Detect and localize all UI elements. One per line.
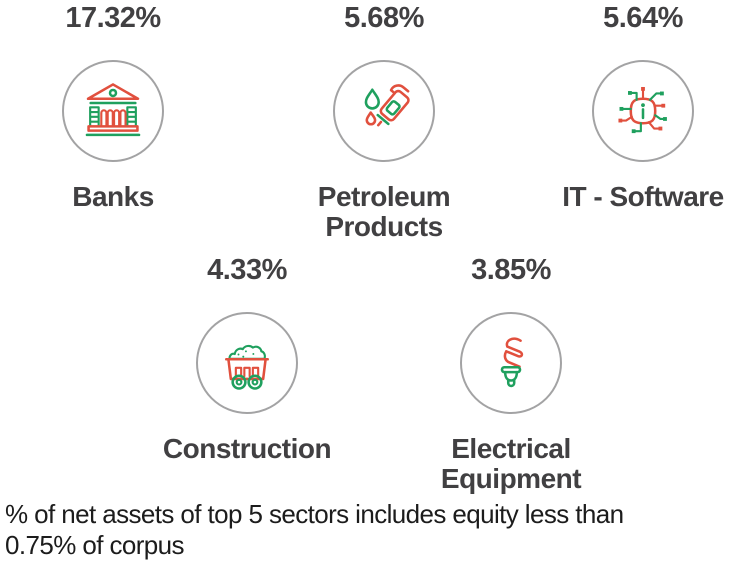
circuit-chip-icon bbox=[618, 86, 667, 134]
sector-percentage: 5.64% bbox=[603, 2, 683, 34]
sector-percentage: 17.32% bbox=[65, 2, 161, 34]
sector-icon-circle bbox=[460, 312, 562, 414]
sector-percentage: 3.85% bbox=[471, 254, 551, 286]
sector-label: Petroleum Products bbox=[317, 181, 451, 242]
sector-label: Banks bbox=[72, 181, 154, 212]
sector-percentage: 5.68% bbox=[344, 2, 424, 34]
sector-label: Construction bbox=[162, 433, 332, 464]
mine-cart-icon bbox=[225, 344, 269, 390]
sector-item-banks: 17.32% Banks bbox=[1, 0, 225, 212]
sector-item-electrical: 3.85% Electrical Equipment bbox=[399, 252, 623, 494]
sector-icon-circle bbox=[592, 60, 694, 162]
sector-icon-circle bbox=[62, 60, 164, 162]
sector-label: Electrical Equipment bbox=[440, 433, 582, 494]
sector-icon-circle bbox=[196, 312, 298, 414]
sector-label: IT - Software bbox=[562, 181, 724, 212]
sector-item-it-software: 5.64% IT - Software bbox=[531, 0, 749, 212]
sector-item-petroleum: 5.68% Petroleum Products bbox=[272, 0, 496, 242]
chart-footnote: % of net assets of top 5 sectors include… bbox=[5, 499, 624, 560]
sector-item-construction: 4.33% Construction bbox=[135, 252, 359, 464]
cfl-bulb-icon bbox=[500, 337, 524, 388]
fuel-pump-icon bbox=[364, 84, 410, 127]
bank-building-icon bbox=[85, 83, 141, 137]
sector-percentage: 4.33% bbox=[207, 254, 287, 286]
sector-icon-circle bbox=[333, 60, 435, 162]
